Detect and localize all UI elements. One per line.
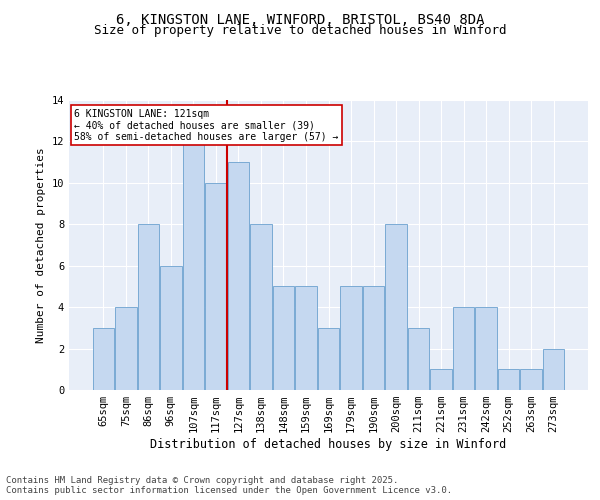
Bar (160, 266, 182, 390)
Bar (340, 286, 362, 390)
Bar (318, 328, 339, 390)
Bar (520, 370, 542, 390)
Text: 6, KINGSTON LANE, WINFORD, BRISTOL, BS40 8DA: 6, KINGSTON LANE, WINFORD, BRISTOL, BS40… (116, 12, 484, 26)
Bar (295, 286, 317, 390)
Bar (273, 286, 294, 390)
Bar (182, 142, 204, 390)
Bar (250, 224, 272, 390)
Text: Contains HM Land Registry data © Crown copyright and database right 2025.
Contai: Contains HM Land Registry data © Crown c… (6, 476, 452, 495)
X-axis label: Distribution of detached houses by size in Winford: Distribution of detached houses by size … (151, 438, 506, 451)
Bar (408, 328, 429, 390)
Y-axis label: Number of detached properties: Number of detached properties (36, 147, 46, 343)
Bar (92, 328, 114, 390)
Text: 6 KINGSTON LANE: 121sqm
← 40% of detached houses are smaller (39)
58% of semi-de: 6 KINGSTON LANE: 121sqm ← 40% of detache… (74, 108, 338, 142)
Bar (205, 183, 227, 390)
Bar (453, 307, 475, 390)
Bar (475, 307, 497, 390)
Text: Size of property relative to detached houses in Winford: Size of property relative to detached ho… (94, 24, 506, 37)
Bar (430, 370, 452, 390)
Bar (385, 224, 407, 390)
Bar (498, 370, 520, 390)
Bar (363, 286, 384, 390)
Bar (543, 348, 565, 390)
Bar (228, 162, 249, 390)
Bar (137, 224, 159, 390)
Bar (115, 307, 137, 390)
